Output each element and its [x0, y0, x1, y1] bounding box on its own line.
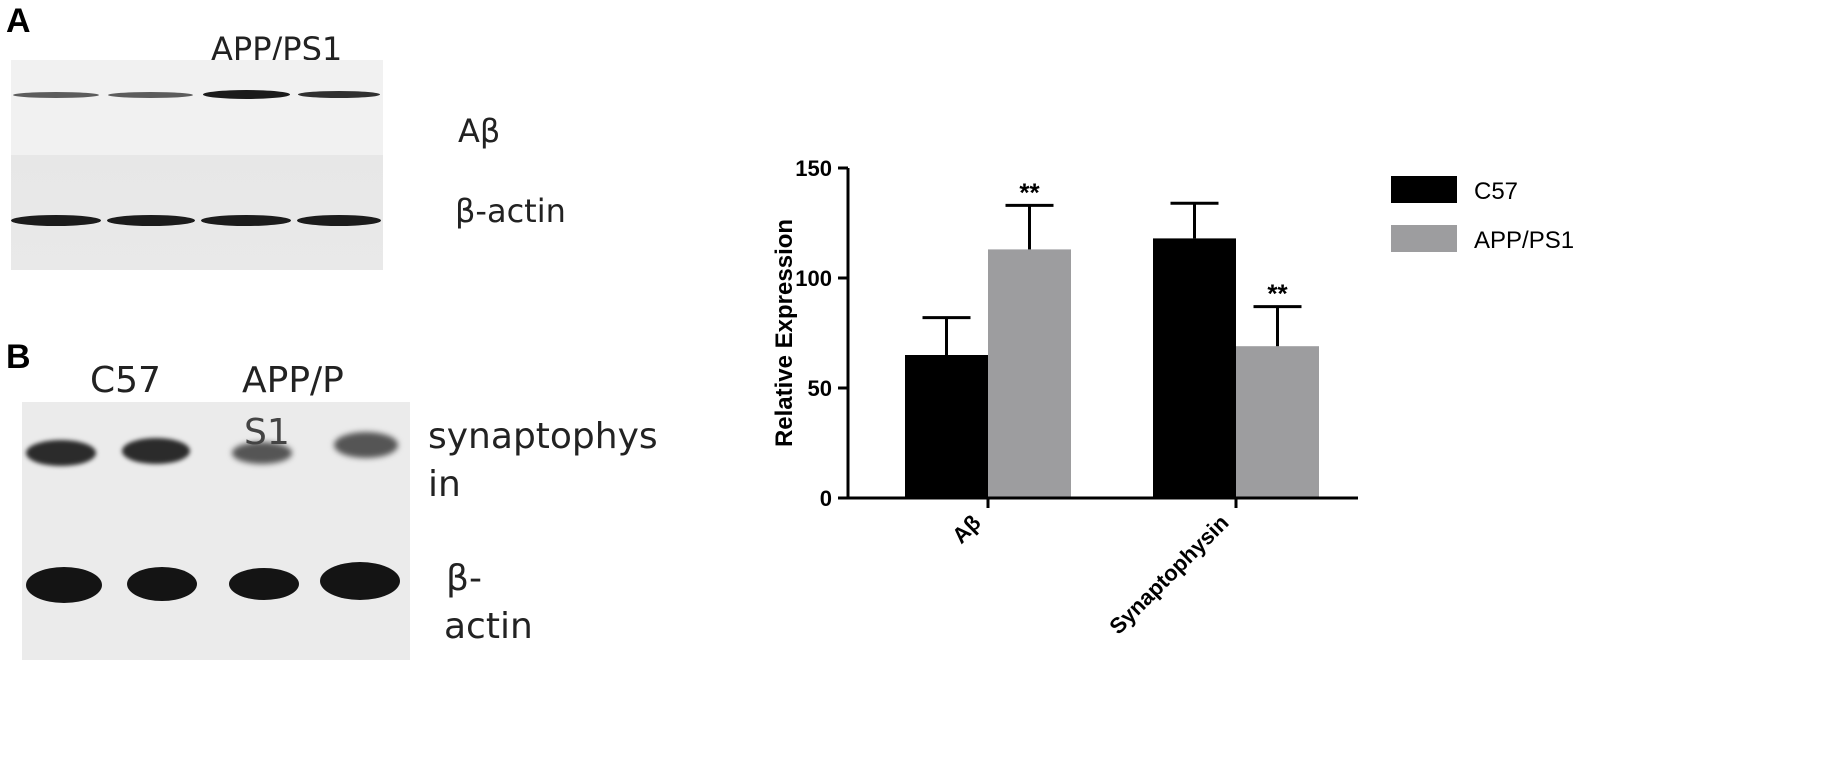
actin-band-b-1	[26, 567, 102, 603]
significance-label: **	[1267, 279, 1288, 309]
panel-a-blot-image	[11, 60, 383, 270]
bar-app-ps1-1	[988, 249, 1071, 498]
panel-b-app-label-line1: APP/P	[242, 360, 344, 401]
syn-band-1	[26, 440, 96, 466]
significance-label: **	[1019, 177, 1040, 207]
legend-swatch-1	[1391, 176, 1457, 203]
abeta-band-4	[298, 91, 380, 98]
plot-area: ** ** 0 50 100 150 Aβ Synaptophysin Relative Exp…	[771, 156, 1574, 639]
panel-a-letter: A	[6, 2, 31, 40]
legend-swatch-2	[1391, 225, 1457, 252]
panel-b-actin-label-line1: β-	[446, 558, 482, 599]
bar-app-ps1-2	[1236, 346, 1319, 498]
y-tick-label: 0	[820, 486, 832, 511]
panel-b-letter: B	[6, 338, 31, 376]
panel-b-app-label-line2: S1	[244, 412, 290, 453]
x-tick-label: Aβ	[947, 510, 985, 548]
actin-band-a-1	[11, 215, 101, 226]
panel-a-abeta-label: Aβ	[458, 112, 501, 150]
actin-band-b-3	[229, 568, 299, 600]
panel-b-actin-label-line2: actin	[444, 606, 533, 647]
abeta-band-1	[13, 92, 99, 98]
panel-b-blot-image	[22, 402, 410, 660]
legend-label-2: APP/PS1	[1474, 227, 1574, 254]
legend-label-1: C57	[1474, 178, 1518, 205]
y-tick-label: 50	[808, 376, 832, 401]
y-tick-label: 100	[795, 266, 832, 291]
actin-band-a-4	[297, 215, 381, 226]
actin-band-a-3	[201, 215, 291, 226]
panel-b-synaptophysin-label-line2: in	[428, 464, 461, 505]
y-tick-label: 150	[795, 156, 832, 181]
bar-c57-2	[1153, 238, 1236, 498]
panel-b-c57-label: C57	[90, 360, 161, 401]
actin-band-b-4	[320, 562, 400, 600]
abeta-band-3	[203, 90, 290, 99]
x-tick-label: Synaptophysin	[1104, 510, 1233, 639]
y-axis-title: Relative Expression	[771, 219, 798, 447]
syn-band-2	[122, 438, 190, 464]
abeta-band-2	[108, 92, 193, 98]
panel-b-synaptophysin-label-line1: synaptophys	[428, 416, 658, 457]
bar-c57-1	[905, 355, 988, 498]
actin-band-a-2	[107, 215, 195, 226]
syn-band-3	[232, 442, 292, 464]
panel-a-actin-label: β-actin	[455, 192, 566, 230]
syn-band-4	[334, 432, 398, 458]
actin-band-b-2	[127, 567, 197, 601]
